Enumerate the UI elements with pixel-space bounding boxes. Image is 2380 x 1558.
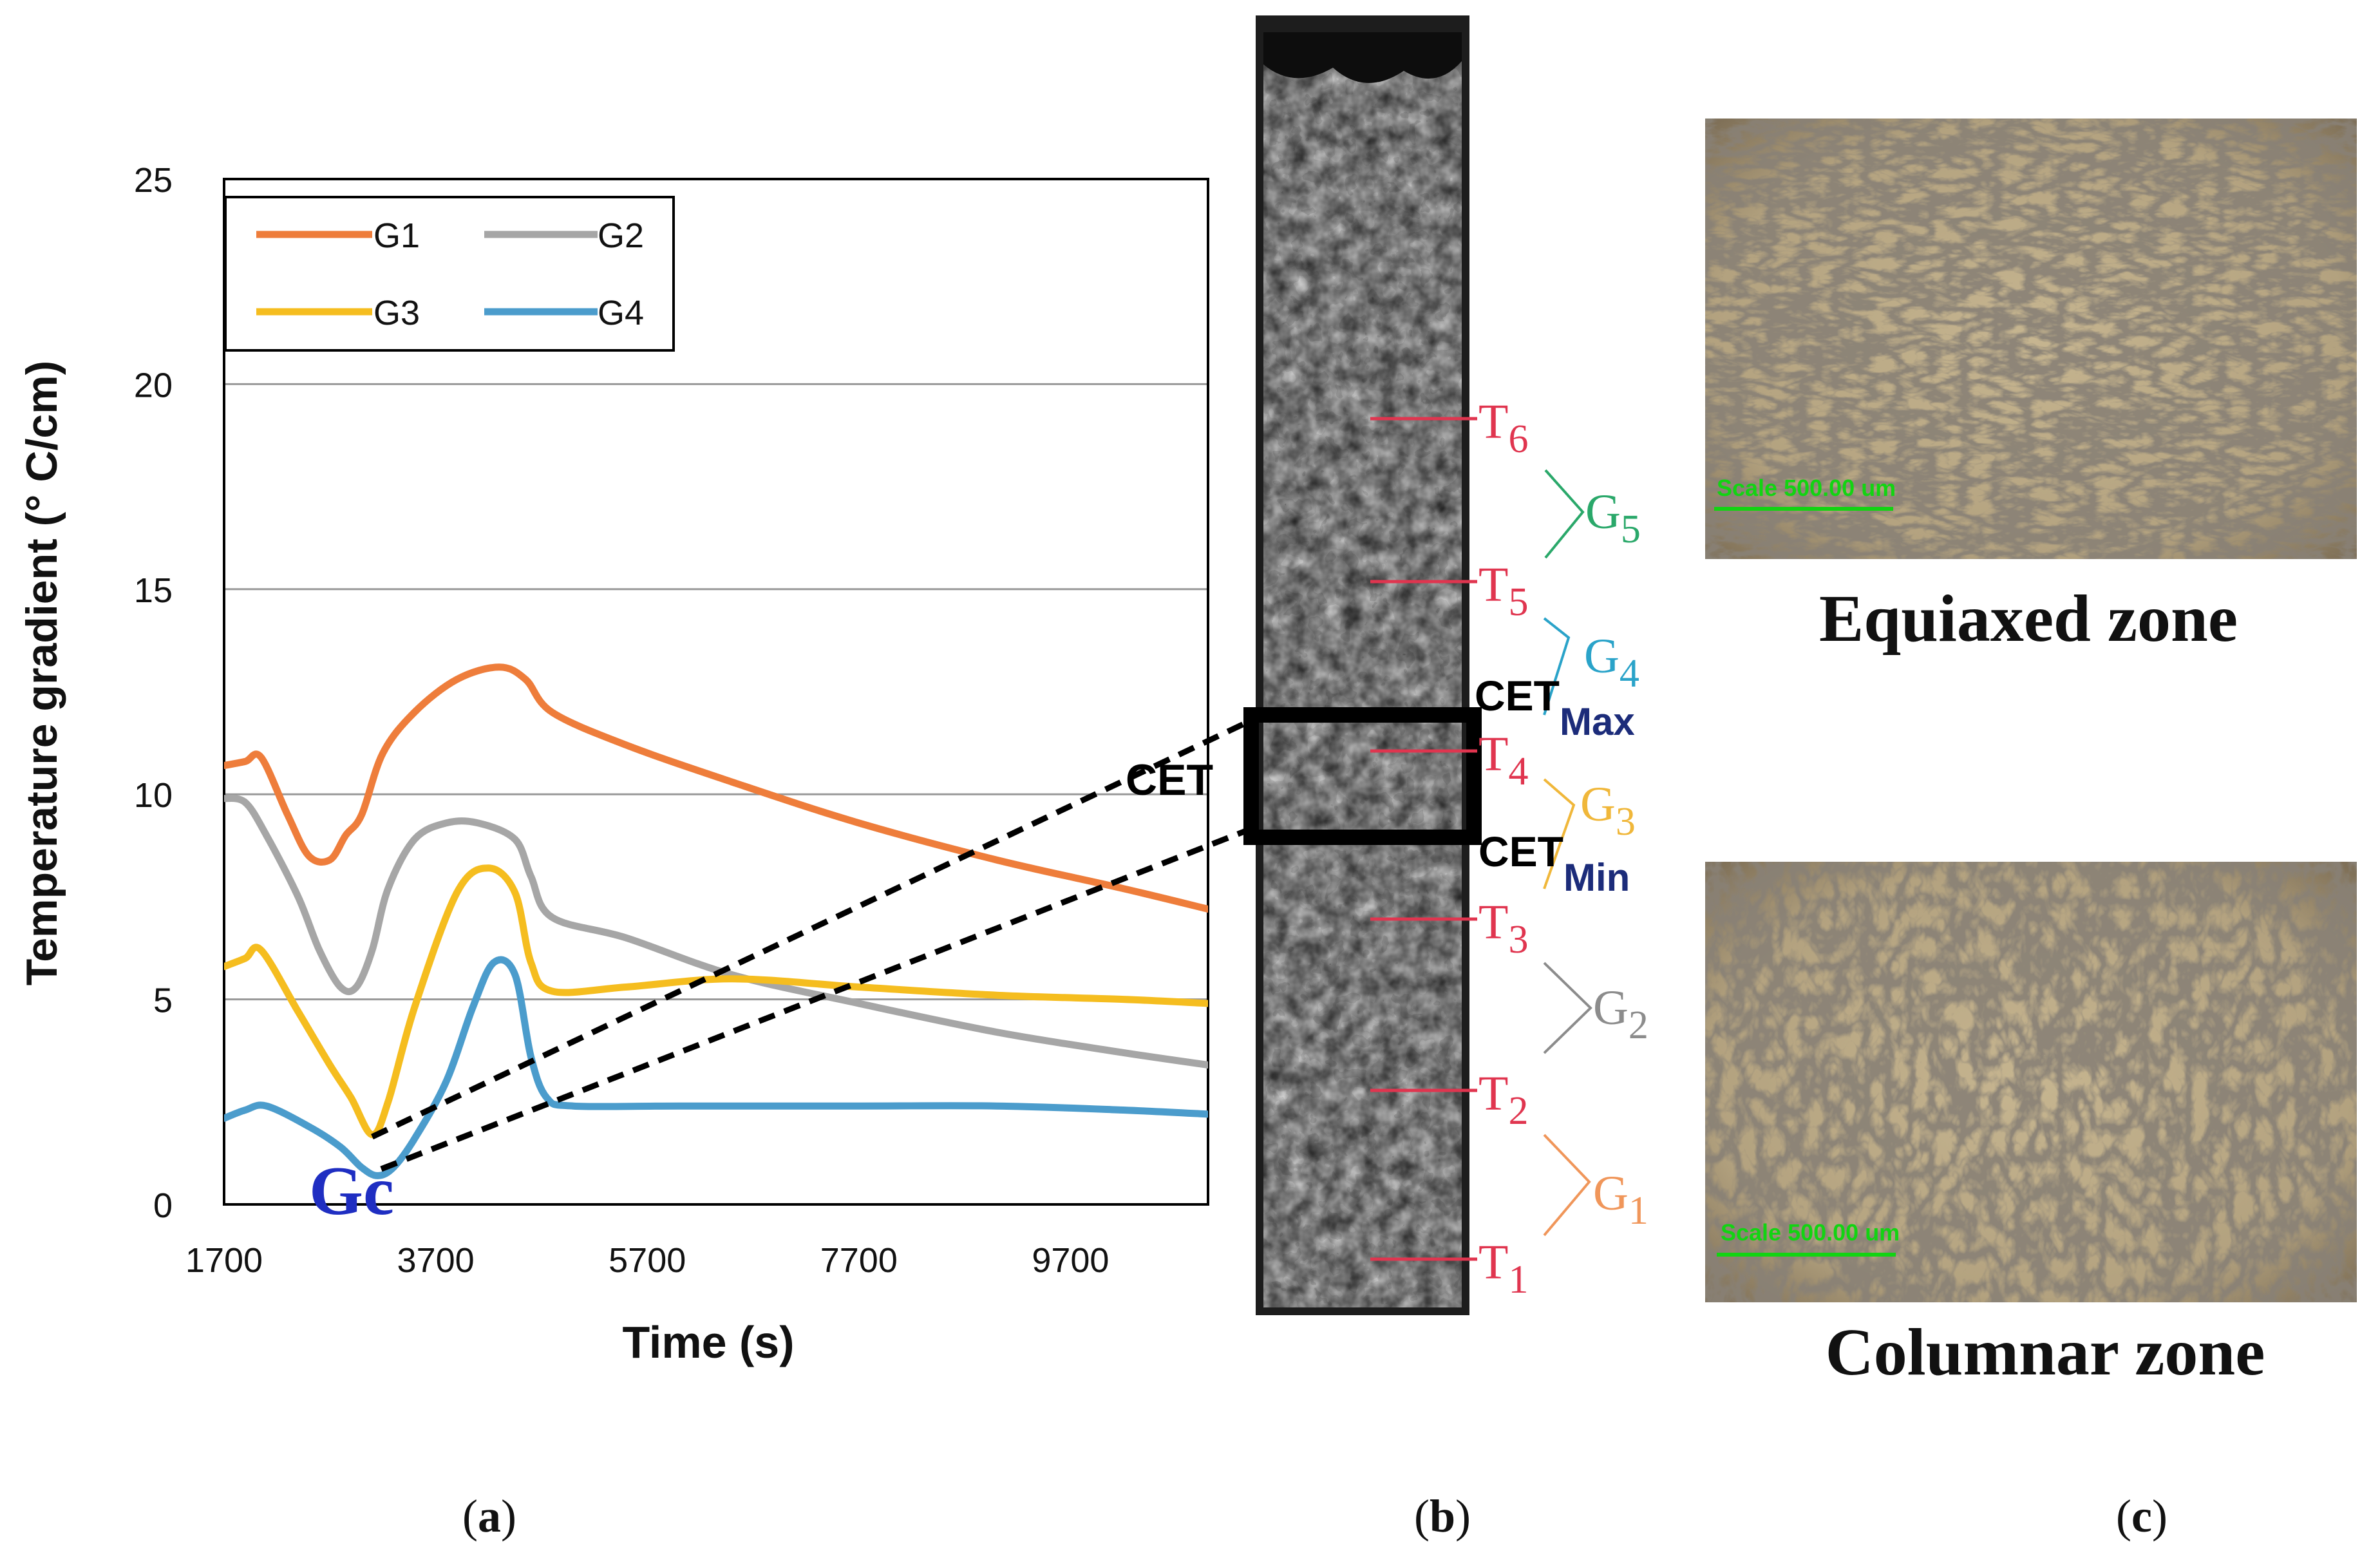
thermocouple-label-t4: T4 <box>1478 727 1528 793</box>
bracket-g5 <box>1544 469 1585 559</box>
line-chart: 0 5 10 15 20 25 1700 3700 5700 7700 9700 Temperat… <box>17 161 1209 1367</box>
micrograph-columnar-etch <box>1705 862 2357 1302</box>
thermocouple-label-t2: T2 <box>1478 1067 1528 1133</box>
micrograph-equiaxed-etch <box>1705 119 2357 559</box>
y-tick-label: 0 <box>153 1186 173 1225</box>
thermocouple-label-t6: T6 <box>1478 395 1528 461</box>
legend-label-g1: G1 <box>373 216 420 255</box>
bracket-g3 <box>1543 778 1576 889</box>
scale-text-equiaxed: Scale 500.00 um <box>1717 475 1896 501</box>
series-line-g4 <box>224 956 1208 1179</box>
gradient-label-g5: G5 <box>1585 485 1641 551</box>
cet-connectors: CET <box>371 718 1251 1172</box>
legend-label-g3: G3 <box>373 294 420 332</box>
gridlines <box>224 383 1208 1001</box>
series-line-g2 <box>224 795 1208 1069</box>
series-line-g3 <box>224 864 1208 1139</box>
plot-frame <box>223 178 1209 1206</box>
gradient-label-g2: G2 <box>1593 981 1648 1047</box>
caption-equiaxed-zone: Equiaxed zone <box>1819 582 2238 656</box>
bracket-g2 <box>1543 962 1592 1054</box>
series-lines <box>224 663 1208 1179</box>
y-tick-label: 15 <box>134 571 173 610</box>
micrograph-columnar: Scale 500.00 um <box>1705 862 2357 1302</box>
thermocouple-markers <box>1370 417 1477 1261</box>
y-tick-label: 5 <box>153 982 173 1020</box>
x-tick-label: 1700 <box>185 1241 263 1280</box>
panel-label-a: (a) <box>462 1490 516 1542</box>
gradient-label-g3: G3 <box>1580 777 1636 844</box>
caption-columnar-zone: Columnar zone <box>1826 1315 2265 1389</box>
x-tick-label: 9700 <box>1032 1241 1109 1280</box>
gradient-label-g1: G1 <box>1593 1166 1648 1233</box>
gc-label: Gc <box>309 1153 394 1230</box>
ingot-section: T6 T5 T4 T3 T2 T1 G5 G4 G3 G2 G1 CETMax … <box>1243 15 1648 1315</box>
gradient-labels: G5 G4 G3 G2 G1 <box>1580 485 1648 1233</box>
thermocouple-label-t1: T1 <box>1478 1235 1528 1302</box>
y-tick-labels: 0 5 10 15 20 25 <box>134 161 173 1225</box>
cet-dashed-line-upper <box>371 718 1251 1140</box>
legend-box <box>224 196 675 352</box>
x-tick-labels: 1700 3700 5700 7700 9700 <box>185 1241 1110 1280</box>
y-tick-label: 25 <box>134 161 173 200</box>
thermocouple-label-t3: T3 <box>1478 895 1528 962</box>
series-line-g1 <box>224 663 1208 913</box>
gradient-label-g4: G4 <box>1584 629 1639 696</box>
y-axis-label: Temperature gradient (° C/cm) <box>17 361 66 986</box>
thermocouple-label-t5: T5 <box>1478 558 1528 624</box>
cet-min-label: CETMin <box>1478 828 1630 899</box>
y-tick-label: 10 <box>134 776 173 815</box>
x-tick-label: 7700 <box>820 1241 898 1280</box>
bracket-g4 <box>1543 617 1571 716</box>
shrinkage-cavity <box>1263 32 1462 83</box>
cet-max-label: CETMax <box>1475 672 1635 743</box>
scale-text-columnar: Scale 500.00 um <box>1721 1219 1900 1246</box>
cet-zone-box <box>1243 707 1482 845</box>
micrograph-equiaxed: Scale 500.00 um <box>1705 119 2357 559</box>
x-axis-label: Time (s) <box>622 1317 794 1367</box>
legend: G1 G2 G3 G4 <box>224 196 675 352</box>
panel-label-b: (b) <box>1414 1490 1471 1542</box>
bracket-g1 <box>1543 1134 1591 1237</box>
gradient-brackets <box>1543 469 1592 1237</box>
x-tick-label: 5700 <box>609 1241 686 1280</box>
thermocouple-labels: T6 T5 T4 T3 T2 T1 <box>1478 395 1528 1302</box>
x-tick-label: 3700 <box>397 1241 475 1280</box>
legend-label-g2: G2 <box>598 216 644 255</box>
cet-dashed-line-lower <box>380 826 1251 1172</box>
legend-label-g4: G4 <box>598 294 644 332</box>
panel-label-c: (c) <box>2116 1490 2168 1542</box>
y-tick-label: 20 <box>134 366 173 404</box>
ingot-macrostructure <box>1263 32 1462 1307</box>
cet-label: CET <box>1126 755 1213 804</box>
